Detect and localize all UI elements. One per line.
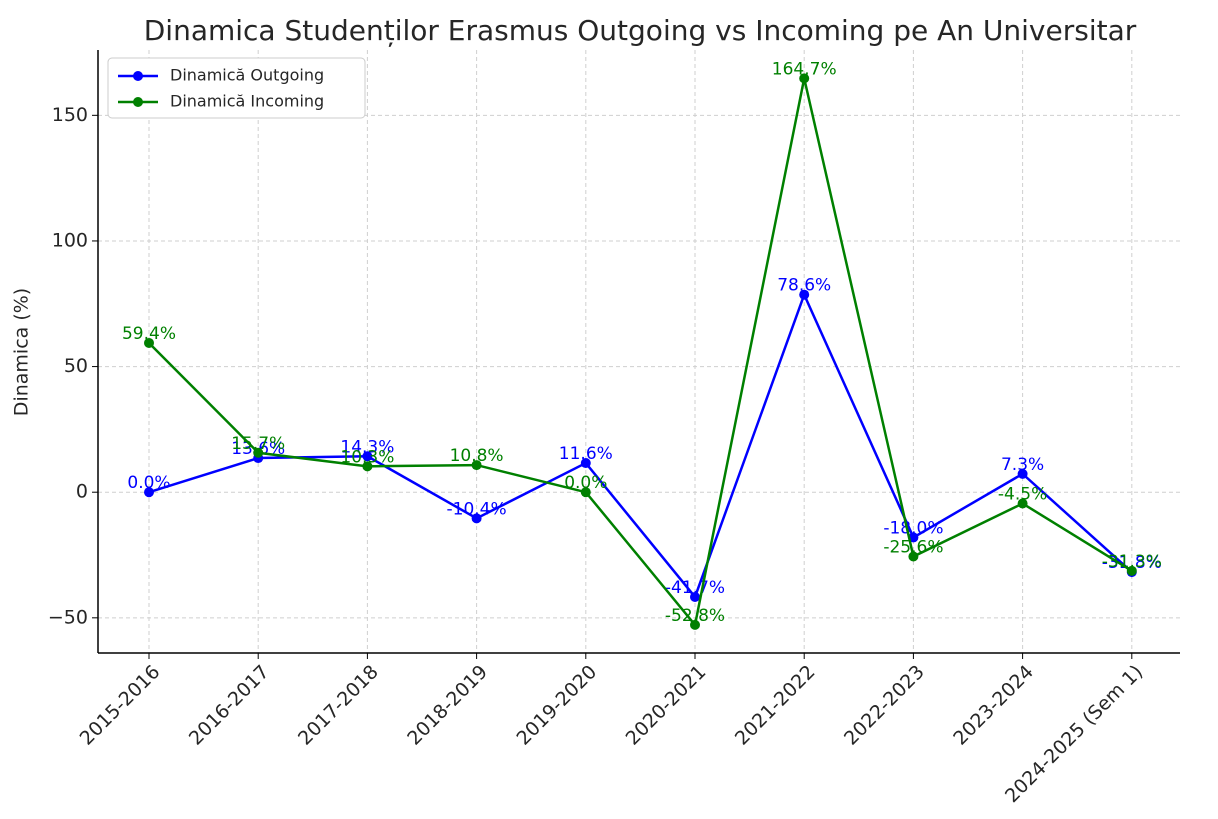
data-label: 0.0%: [564, 473, 607, 493]
point: [580, 458, 591, 469]
data-label: 0.0%: [127, 473, 170, 493]
legend-box: [107, 57, 366, 119]
data-label: 78.6%: [777, 276, 831, 296]
point: [362, 461, 373, 472]
x-tick-label: 2017-2018: [294, 661, 383, 750]
point: [690, 619, 700, 630]
data-label: 59.4%: [122, 324, 176, 344]
y-tick-label: 100: [52, 229, 88, 251]
point: [799, 289, 810, 300]
point: [362, 451, 373, 462]
data-label: -4.5%: [998, 485, 1047, 505]
legend-label: Dinamică Incoming: [170, 92, 324, 111]
x-tick-label: 2019-2020: [512, 661, 601, 750]
legend-marker: [133, 71, 143, 81]
legend-label: Dinamică Outgoing: [170, 66, 324, 85]
x-tick-label: 2015-2016: [76, 661, 165, 750]
point: [144, 487, 154, 498]
data-label: 7.3%: [1001, 455, 1044, 475]
point: [1017, 498, 1028, 509]
data-label: -18.0%: [883, 518, 943, 538]
point: [1017, 468, 1028, 479]
y-tick-label: 150: [52, 104, 88, 126]
x-tick-label: 2023-2024: [949, 661, 1038, 750]
data-label: 10.3%: [340, 447, 394, 467]
data-label: -10.4%: [447, 499, 507, 519]
point: [799, 73, 810, 84]
data-label: 10.8%: [450, 446, 504, 466]
point: [1126, 565, 1137, 576]
chart-title: Dinamica Studenților Erasmus Outgoing vs…: [144, 14, 1137, 47]
data-label: 11.6%: [559, 444, 613, 464]
x-tick-label: 2018-2019: [403, 661, 492, 750]
y-tick-label: 50: [64, 355, 88, 377]
legend-marker: [133, 97, 143, 107]
x-tick-label: 2020-2021: [622, 661, 711, 750]
point: [908, 551, 919, 562]
data-label: -25.6%: [883, 538, 943, 558]
point: [690, 591, 700, 602]
data-label: -52.8%: [665, 606, 725, 626]
point: [253, 447, 264, 458]
point: [471, 460, 482, 471]
y-tick-label: 0: [76, 481, 88, 503]
y-axis-label: Dinamica (%): [11, 288, 33, 416]
series-line: [148, 291, 1133, 600]
point: [471, 513, 482, 524]
data-label: 15.7%: [231, 434, 285, 454]
data-label: 164.7%: [772, 59, 837, 79]
series-line: [148, 78, 1133, 628]
x-tick-label: 2022-2023: [840, 661, 929, 750]
point: [144, 337, 154, 348]
data-label: -31.3%: [1102, 552, 1162, 572]
data-label: 14.3%: [340, 437, 394, 457]
data-label: -41.7%: [665, 578, 725, 598]
point: [580, 487, 591, 498]
x-tick-label: 2016-2017: [185, 661, 274, 750]
data-label: -31.8%: [1102, 553, 1162, 573]
y-tick-label: −50: [48, 606, 88, 628]
point: [908, 532, 919, 543]
x-tick-label: 2021-2022: [731, 661, 820, 750]
